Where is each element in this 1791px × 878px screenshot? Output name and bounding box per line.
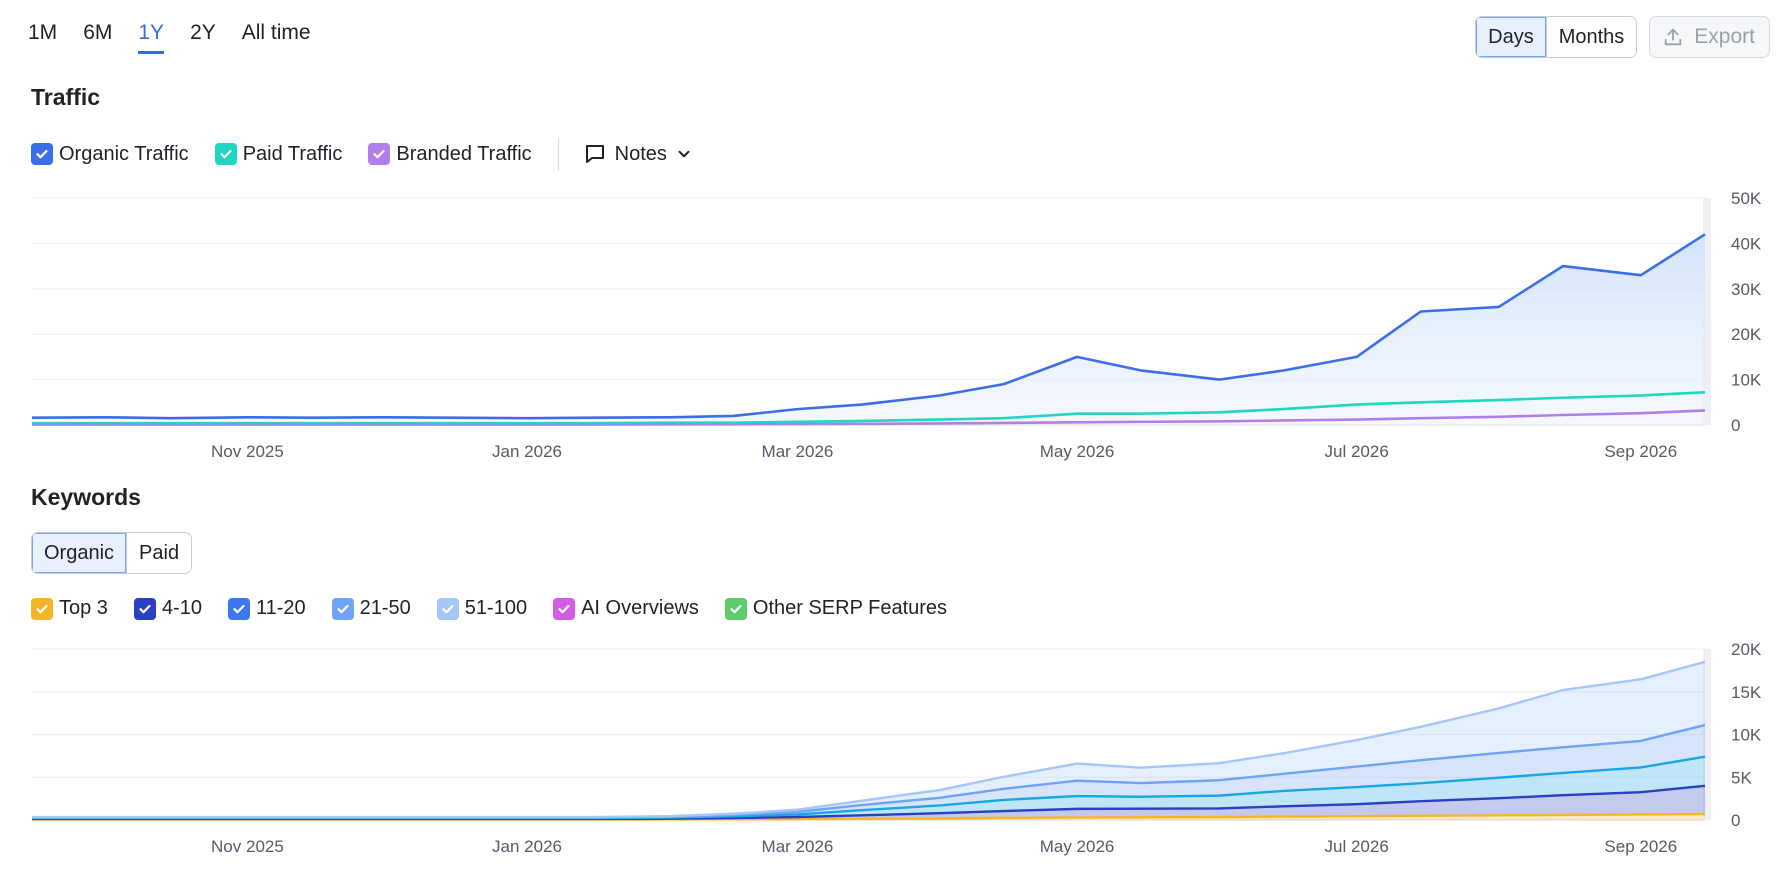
top-right-controls: Days Months Export: [1475, 16, 1770, 58]
checkbox-icon: [724, 597, 747, 620]
export-label: Export: [1694, 25, 1755, 48]
series-line-paid-traffic: [32, 391, 1706, 425]
legend-label: AI Overviews: [581, 597, 699, 619]
x-tick-label: May 2026: [1040, 837, 1115, 856]
y-tick-label: 5K: [1731, 768, 1752, 787]
y-tick-label: 15K: [1731, 683, 1762, 702]
period-selector: 1M 6M 1Y 2Y All time: [28, 22, 311, 54]
months-button[interactable]: Months: [1545, 17, 1637, 57]
legend-label: 4-10: [161, 597, 202, 619]
checkbox-icon: [553, 597, 576, 620]
checkbox-icon: [227, 597, 250, 620]
checkbox-icon: [436, 597, 459, 620]
checkbox-icon: [331, 597, 354, 620]
checkbox-icon: [368, 143, 391, 165]
legend-21-50[interactable]: 21-50: [331, 597, 411, 620]
series-line-51-100: [32, 660, 1706, 819]
legend-label: 11-20: [255, 597, 306, 619]
chevron-down-icon: [678, 150, 690, 158]
y-tick-label: 20K: [1731, 640, 1762, 659]
period-all-time[interactable]: All time: [241, 21, 311, 44]
y-tick-label: 30K: [1731, 280, 1762, 299]
x-tick-label: Jan 2026: [492, 442, 562, 461]
x-tick-label: Jul 2026: [1325, 442, 1389, 461]
x-tick-label: Jul 2026: [1325, 837, 1389, 856]
x-tick-label: Nov 2025: [211, 442, 284, 461]
period-1y[interactable]: 1Y: [138, 22, 165, 54]
legend-other-serp-features[interactable]: Other SERP Features: [724, 597, 948, 620]
area-4-10: [32, 785, 1705, 820]
upload-icon: [1665, 28, 1682, 46]
area-Top 3: [32, 814, 1705, 820]
current-period-marker: [1703, 198, 1711, 425]
legend-label: 21-50: [359, 597, 411, 619]
legend-label: 51-100: [464, 597, 528, 619]
traffic-title: Traffic: [31, 84, 101, 110]
y-tick-label: 10K: [1731, 726, 1762, 745]
granularity-toggle: Days Months: [1475, 16, 1638, 58]
x-tick-label: Nov 2025: [211, 837, 284, 856]
legend-divider: [557, 137, 559, 171]
legend-top-3[interactable]: Top 3: [31, 597, 108, 620]
current-period-marker: [1703, 649, 1711, 820]
traffic-legend: Organic Traffic Paid Traffic Branded Tra…: [31, 137, 693, 171]
traffic-chart: 0 10K 20K 30K 40K 50K Nov 2025 Jan 2026 Mar 2026…: [31, 189, 1762, 461]
legend-4-10[interactable]: 4-10: [133, 597, 202, 620]
legend-branded-traffic[interactable]: Branded Traffic: [368, 142, 532, 166]
y-tick-label: 0: [1731, 811, 1740, 830]
area-11-20: [32, 756, 1705, 819]
x-tick-label: May 2026: [1040, 442, 1115, 461]
checkbox-icon: [31, 597, 53, 620]
export-button[interactable]: Export: [1649, 16, 1770, 58]
keywords-legend: Top 3 4-10 11-20 21-50 51-100 AI Overvie…: [31, 597, 973, 620]
period-1m[interactable]: 1M: [28, 21, 58, 44]
keywords-type-toggle: Organic Paid: [31, 532, 193, 574]
tab-organic[interactable]: Organic: [32, 533, 127, 573]
legend-label: Paid Traffic: [242, 142, 343, 165]
notes-label: Notes: [614, 142, 667, 165]
y-tick-label: 40K: [1731, 234, 1762, 253]
keywords-title: Keywords: [31, 484, 141, 510]
checkbox-icon: [214, 143, 237, 165]
legend-label: Top 3: [59, 597, 108, 619]
area-51-100: [32, 661, 1705, 818]
notes-dropdown[interactable]: Notes: [583, 142, 693, 166]
organic-traffic-area: [32, 234, 1705, 425]
checkbox-icon: [31, 143, 53, 165]
period-2y[interactable]: 2Y: [190, 21, 216, 44]
y-tick-label: 20K: [1731, 325, 1762, 344]
area-21-50: [32, 725, 1705, 819]
y-tick-label: 50K: [1731, 189, 1762, 208]
x-tick-label: Sep 2026: [1604, 837, 1677, 856]
series-line-branded-traffic: [32, 409, 1706, 426]
legend-51-100[interactable]: 51-100: [436, 597, 528, 620]
keywords-chart: 0 5K 10K 15K 20K Nov 2025 Jan 2026 Mar 2026 May …: [32, 640, 1762, 856]
legend-label: Organic Traffic: [59, 142, 189, 165]
legend-paid-traffic[interactable]: Paid Traffic: [214, 142, 343, 166]
legend-organic-traffic[interactable]: Organic Traffic: [31, 143, 189, 166]
x-tick-label: Sep 2026: [1604, 442, 1677, 461]
legend-label: Other SERP Features: [752, 597, 948, 619]
tab-paid[interactable]: Paid: [126, 533, 192, 573]
y-tick-label: 10K: [1731, 371, 1762, 390]
x-tick-label: Jan 2026: [492, 837, 562, 856]
x-tick-label: Mar 2026: [762, 442, 834, 461]
checkbox-icon: [133, 597, 156, 620]
legend-11-20[interactable]: 11-20: [227, 597, 306, 620]
y-tick-label: 0: [1731, 416, 1740, 435]
comment-icon: [585, 145, 604, 163]
period-6m[interactable]: 6M: [83, 21, 113, 44]
legend-ai-overviews[interactable]: AI Overviews: [553, 597, 699, 620]
legend-label: Branded Traffic: [396, 142, 532, 165]
series-line-organic-traffic: [31, 233, 1706, 420]
x-tick-label: Mar 2026: [762, 837, 834, 856]
days-button[interactable]: Days: [1476, 17, 1546, 57]
